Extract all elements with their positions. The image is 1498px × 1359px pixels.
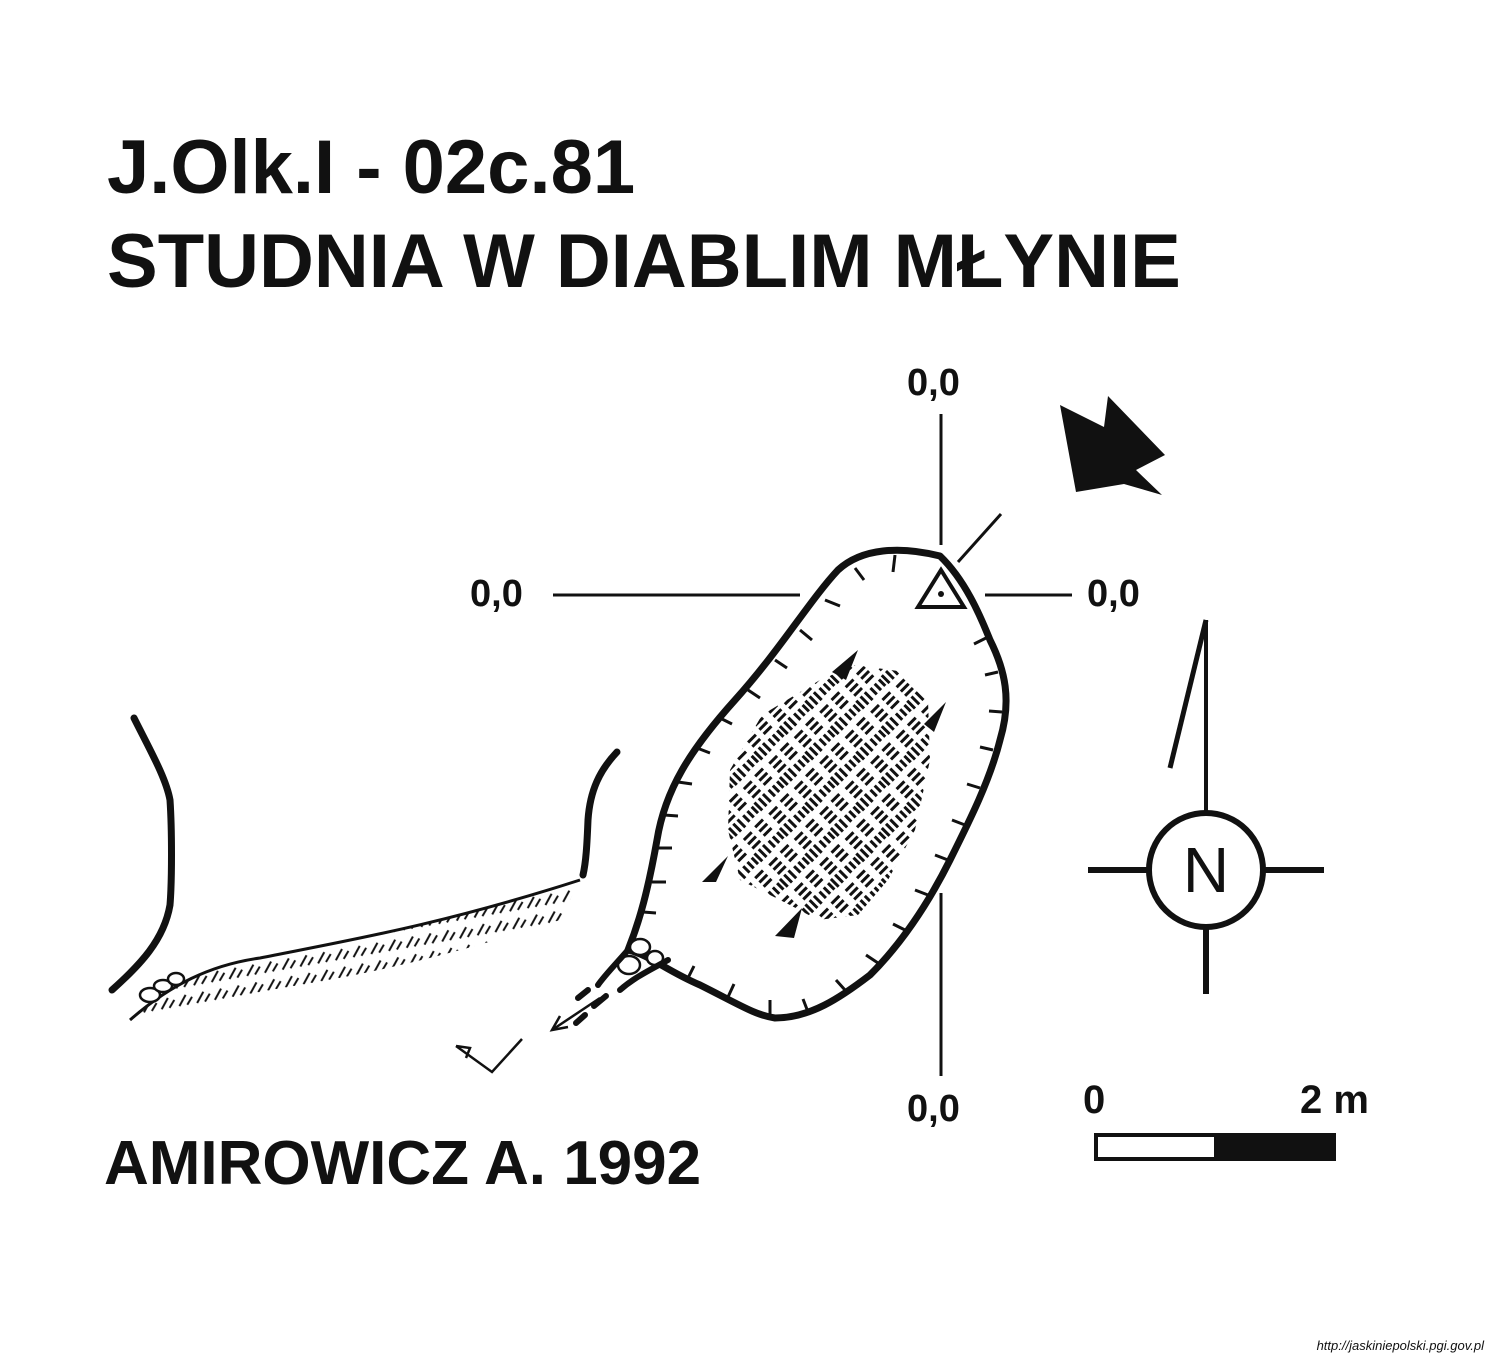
slope-band xyxy=(130,880,580,1020)
scale-end-label: 2 m xyxy=(1300,1078,1369,1122)
narrow-exit-wall-right xyxy=(617,957,671,993)
chamber-wall-ticks xyxy=(642,554,1003,1014)
level-label-top: 0,0 xyxy=(907,362,960,404)
passage-wall-right xyxy=(579,748,621,879)
level-axes xyxy=(553,414,1072,1076)
rubble-fill xyxy=(728,665,930,920)
level-label-bottom: 0,0 xyxy=(907,1088,960,1130)
stones-icon xyxy=(138,937,665,1004)
level-label-right: 0,0 xyxy=(1087,573,1140,615)
scale-bar-white xyxy=(1094,1133,1218,1161)
level-label-left: 0,0 xyxy=(470,573,523,615)
entrance-tick-line xyxy=(956,512,1003,564)
direction-arrow-icon xyxy=(1060,396,1165,495)
passage-wall-left xyxy=(108,714,175,994)
survey-station-icon xyxy=(914,566,968,609)
slope-triangles xyxy=(702,650,946,938)
narrow-exit-wall-left xyxy=(595,947,631,988)
cave-name-title: STUDNIA W DIABLIM MŁYNIE xyxy=(107,219,1181,304)
north-label: N xyxy=(1182,834,1230,906)
author-credit: AMIROWICZ A. 1992 xyxy=(104,1129,702,1198)
source-url: http://jaskiniepolski.pgi.gov.pl xyxy=(1316,1338,1484,1353)
scale-start-label: 0 xyxy=(1083,1078,1106,1122)
exit-arrow-icon xyxy=(549,996,601,1032)
cave-code-title: J.Olk.I - 02c.81 xyxy=(107,125,636,210)
scale-bar-black xyxy=(1214,1133,1336,1161)
dashed-continuation xyxy=(573,987,609,1026)
scale-bar xyxy=(1094,1133,1336,1161)
cave-chamber-outline xyxy=(624,546,1010,1022)
north-arrow xyxy=(1088,619,1324,994)
